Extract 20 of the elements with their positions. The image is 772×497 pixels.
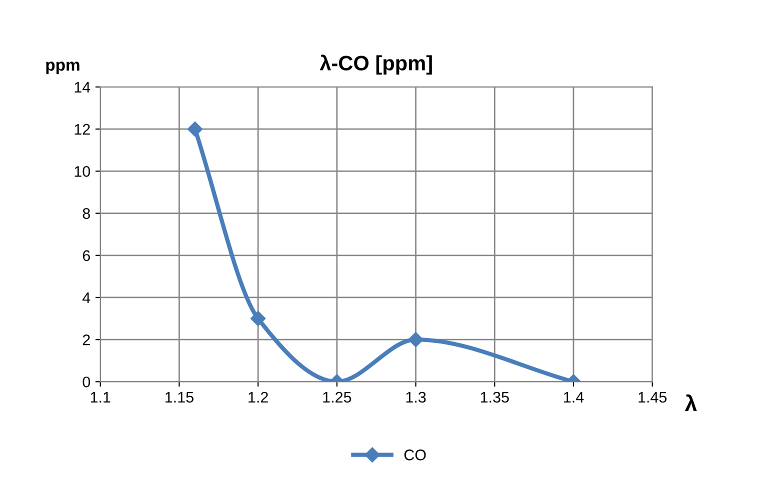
y-tick-label: 12 [74, 124, 90, 135]
y-tick-label: 2 [82, 334, 90, 346]
x-tick-label: 1.4 [564, 392, 584, 402]
y-axis-title: ppm [46, 62, 80, 74]
x-tick-label: 1.3 [406, 392, 426, 403]
x-axis-title: λ [684, 394, 697, 412]
y-tick-label: 8 [82, 208, 90, 219]
x-tick-label: 1.1 [90, 392, 110, 402]
y-tick-label: 14 [74, 82, 90, 93]
y-tick-label: 6 [82, 250, 90, 262]
x-tick-label: 1.45 [638, 392, 667, 403]
y-tick-label: 10 [74, 166, 90, 177]
legend-label: CO [404, 450, 426, 460]
x-tick-label: 1.2 [248, 392, 268, 402]
x-tick-label: 1.25 [323, 392, 352, 403]
y-tick-label: 4 [82, 292, 90, 304]
x-tick-label: 1.35 [480, 392, 509, 403]
y-tick-label: 0 [82, 376, 90, 388]
chart-title: λ-CO [ppm] [320, 54, 432, 75]
x-tick-label: 1.15 [166, 392, 194, 403]
